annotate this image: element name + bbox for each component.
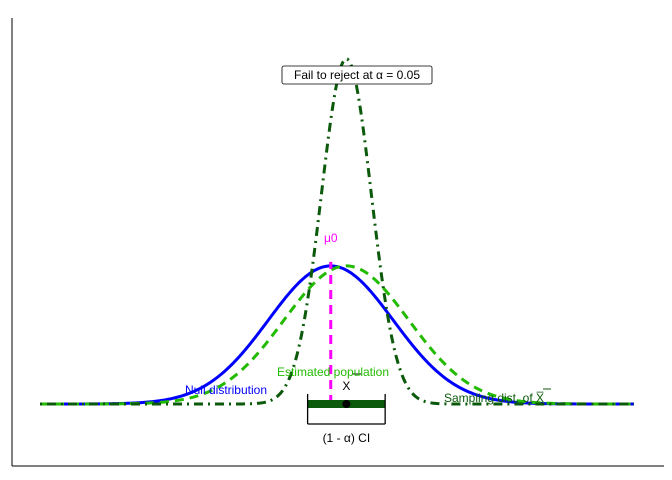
estimated-population-curve [39, 264, 635, 406]
decision-label-box [281, 65, 433, 85]
marks [306, 261, 551, 425]
mu0-label: μ0 [324, 231, 338, 245]
decision-label: Fail to reject at α = 0.05 [294, 68, 420, 82]
null-distribution-curve [39, 264, 635, 406]
null-distribution-label: Null distribution [185, 383, 267, 397]
estimated-population-label: Estimated population [277, 365, 389, 379]
sampling-dist-label: Sampling dist. of X̅ [444, 391, 544, 405]
sample-mean-label: X [342, 379, 350, 393]
sample-mean-point [342, 400, 351, 408]
axes [11, 18, 664, 467]
ci-label: (1 - α) CI [323, 431, 371, 445]
